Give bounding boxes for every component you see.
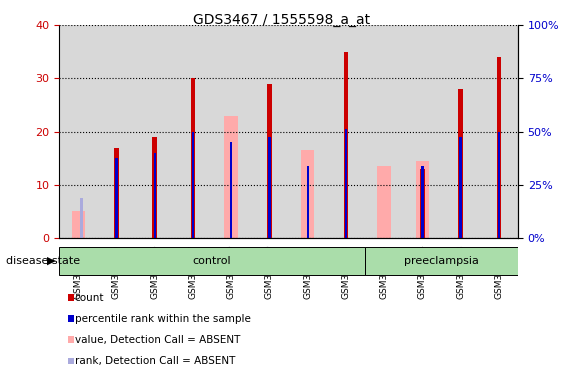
Bar xyxy=(72,212,85,238)
Bar xyxy=(288,25,327,238)
Text: control: control xyxy=(193,255,231,265)
Bar xyxy=(497,57,501,238)
Bar xyxy=(191,78,195,238)
Bar xyxy=(345,129,347,238)
Bar xyxy=(403,25,441,238)
Bar xyxy=(97,25,136,238)
Bar xyxy=(420,169,425,238)
Text: GDS3467 / 1555598_a_at: GDS3467 / 1555598_a_at xyxy=(193,13,370,27)
Text: count: count xyxy=(75,293,104,303)
Bar xyxy=(114,147,119,238)
Bar xyxy=(459,137,462,238)
Bar xyxy=(154,153,156,238)
Bar xyxy=(441,25,480,238)
Text: rank, Detection Call = ABSENT: rank, Detection Call = ABSENT xyxy=(75,356,235,366)
Text: preeclampsia: preeclampsia xyxy=(404,255,479,265)
Bar xyxy=(59,25,97,238)
Bar xyxy=(174,25,212,238)
Bar xyxy=(269,137,271,238)
Bar xyxy=(115,158,118,238)
Bar xyxy=(458,89,463,238)
Bar xyxy=(230,142,233,238)
Text: disease state: disease state xyxy=(6,256,80,266)
Bar xyxy=(343,51,348,238)
Bar xyxy=(415,161,429,238)
Bar xyxy=(365,247,518,275)
Bar xyxy=(192,131,194,238)
Bar xyxy=(212,25,251,238)
Bar xyxy=(377,166,391,238)
Text: value, Detection Call = ABSENT: value, Detection Call = ABSENT xyxy=(75,335,240,345)
Bar xyxy=(267,84,272,238)
Bar xyxy=(301,150,314,238)
Bar xyxy=(365,25,403,238)
Bar xyxy=(421,166,423,238)
Bar xyxy=(327,25,365,238)
Bar xyxy=(59,247,365,275)
Bar xyxy=(306,166,309,238)
Bar xyxy=(225,116,238,238)
Text: percentile rank within the sample: percentile rank within the sample xyxy=(75,314,251,324)
Bar xyxy=(80,198,83,238)
Bar xyxy=(136,25,174,238)
Bar xyxy=(498,131,500,238)
Bar xyxy=(153,137,157,238)
Bar xyxy=(480,25,518,238)
Bar xyxy=(251,25,288,238)
Text: ▶: ▶ xyxy=(47,256,55,266)
